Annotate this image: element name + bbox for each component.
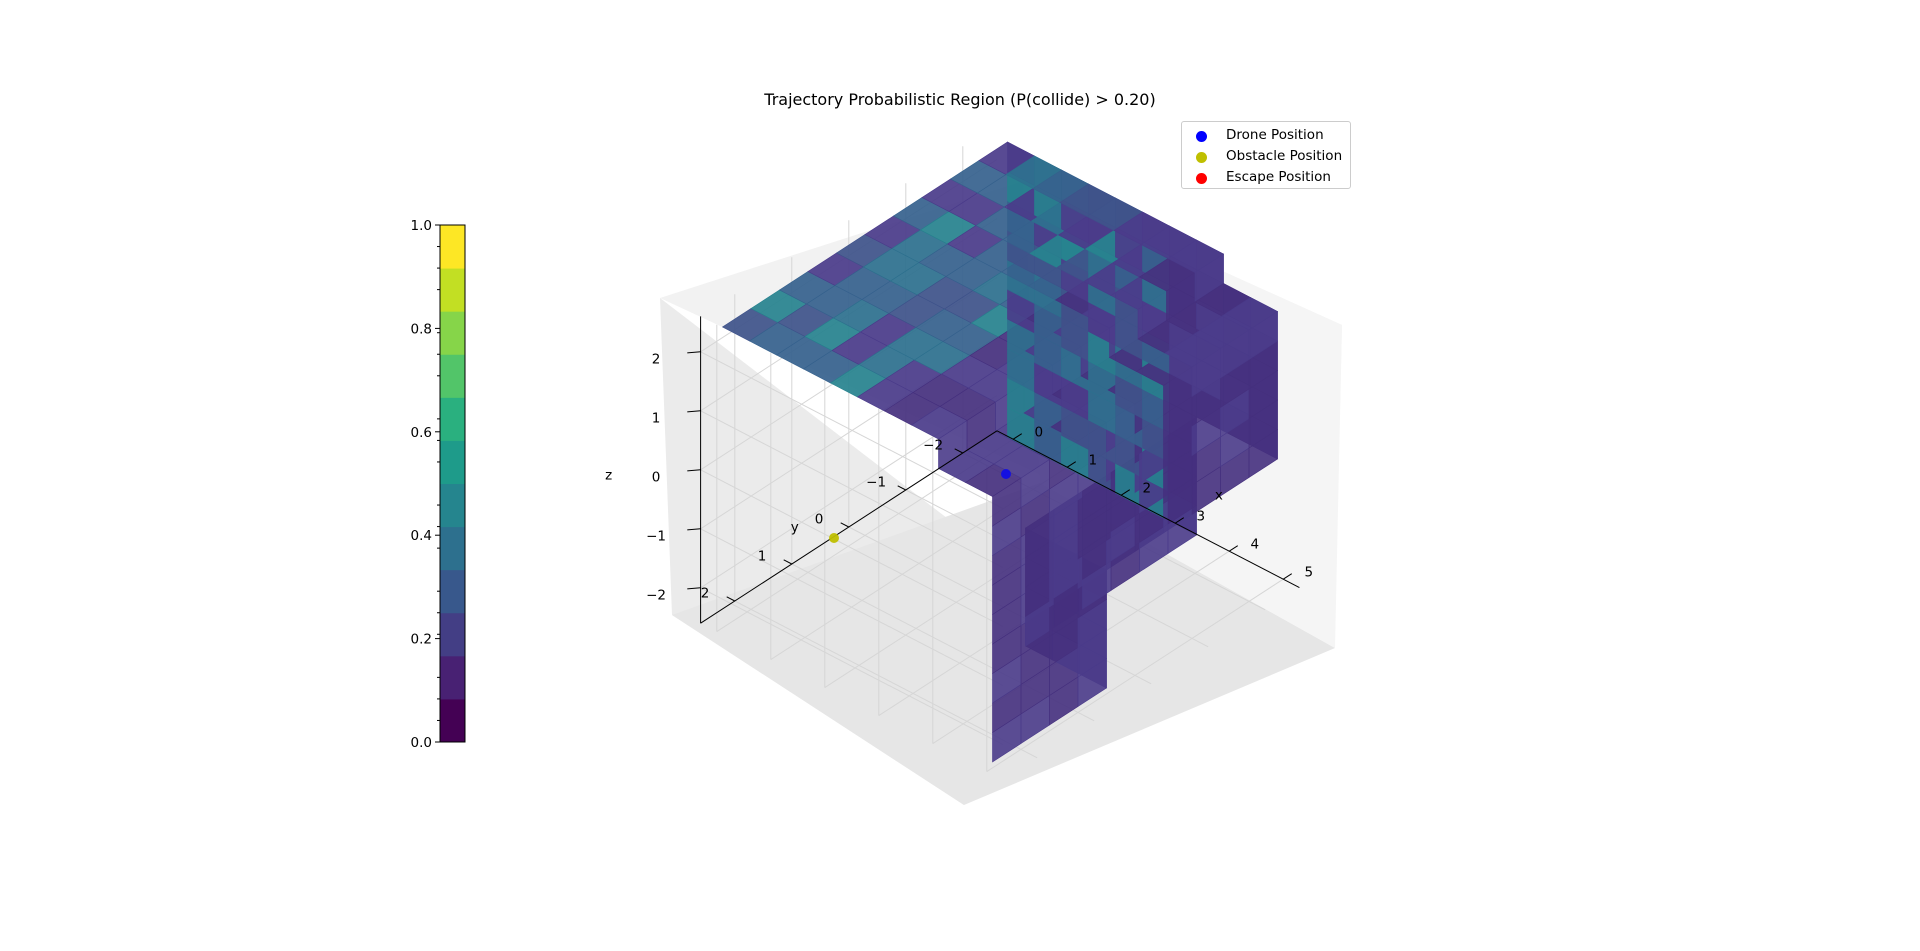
colorbar-band — [440, 440, 465, 484]
legend-item-escape: Escape Position — [1182, 168, 1350, 188]
x-tick-label: 1 — [1089, 452, 1098, 468]
voxel-region — [721, 141, 1279, 763]
z-tick — [687, 410, 701, 413]
y-tick-label: −2 — [923, 438, 943, 454]
legend: Drone Position Obstacle Position Escape … — [1181, 121, 1351, 189]
legend-label-drone: Drone Position — [1226, 127, 1324, 143]
colorbar-tick-label: 0.4 — [411, 528, 432, 544]
x-tick-label: 4 — [1251, 536, 1260, 552]
x-tick-label: 0 — [1035, 424, 1044, 440]
z-tick-label: −2 — [646, 588, 666, 604]
colorbar-tick-label: 1.0 — [411, 218, 432, 234]
z-axis-label: z — [605, 467, 612, 483]
x-axis-line — [996, 430, 1300, 589]
x-tick-label: 5 — [1305, 564, 1314, 580]
y-tick — [897, 485, 907, 491]
colorbar-band — [440, 612, 465, 657]
z-tick-label: 0 — [652, 470, 661, 486]
colorbar-tick-label: 0.0 — [411, 735, 432, 751]
colorbar-band — [440, 569, 465, 614]
markers — [829, 469, 1011, 543]
x-tick-label: 3 — [1197, 508, 1206, 524]
legend-marker-obstacle — [1196, 152, 1207, 163]
voxel-face — [1248, 310, 1278, 361]
z-tick — [687, 469, 701, 472]
y-tick — [726, 596, 736, 602]
colorbar-tick-label: 0.8 — [411, 321, 432, 337]
y-tick — [954, 448, 964, 454]
chart-title: Trajectory Probabilistic Region (P(colli… — [764, 90, 1156, 109]
colorbar-band — [440, 397, 465, 441]
x-tick — [1228, 545, 1239, 552]
y-tick-label: 2 — [701, 586, 710, 602]
colorbar: 0.0 0.2 0.4 0.6 0.8 1.0 — [411, 218, 466, 751]
legend-marker-escape — [1196, 173, 1207, 184]
legend-item-drone: Drone Position — [1182, 126, 1350, 146]
z-tick-label: 1 — [652, 411, 661, 427]
colorbar-band — [440, 655, 465, 700]
z-tick — [687, 528, 701, 531]
colorbar-tick-label: 0.2 — [411, 632, 432, 648]
colorbar-band — [440, 698, 465, 743]
back-grid-z — [700, 587, 1004, 746]
y-tick — [783, 559, 793, 565]
x-tick — [1066, 461, 1077, 468]
colorbar-band — [440, 225, 465, 269]
y-tick-label: −1 — [866, 475, 886, 491]
x-tick — [1012, 433, 1023, 440]
y-axis-label: y — [791, 519, 799, 535]
obstacle-position-marker — [829, 533, 839, 543]
x-tick-label: 2 — [1143, 480, 1152, 496]
colorbar-tick-label: 0.6 — [411, 425, 432, 441]
y-tick — [840, 522, 850, 528]
y-tick-label: 1 — [758, 549, 767, 565]
legend-label-escape: Escape Position — [1226, 169, 1331, 185]
z-tick-label: −1 — [646, 529, 666, 545]
colorbar-band — [440, 268, 465, 312]
colorbar-band — [440, 354, 465, 398]
z-tick — [687, 587, 701, 590]
x-tick — [1120, 489, 1131, 496]
legend-item-obstacle: Obstacle Position — [1182, 147, 1350, 167]
colorbar-band — [440, 483, 465, 528]
z-tick — [687, 351, 701, 354]
colorbar-band — [440, 526, 465, 571]
x-tick — [1174, 517, 1185, 524]
x-tick — [1282, 573, 1293, 580]
colorbar-frame — [439, 224, 466, 743]
colorbar-band — [440, 311, 465, 355]
x-axis-label: x — [1215, 488, 1223, 504]
y-tick-label: 0 — [815, 512, 824, 528]
drone-position-marker — [1001, 469, 1011, 479]
z-tick-label: 2 — [652, 352, 661, 368]
legend-marker-drone — [1196, 131, 1207, 142]
legend-label-obstacle: Obstacle Position — [1226, 148, 1343, 164]
axes: 0 1 2 3 4 5 x −2 −1 0 1 2 y −2 −1 0 1 2 z — [605, 316, 1314, 624]
